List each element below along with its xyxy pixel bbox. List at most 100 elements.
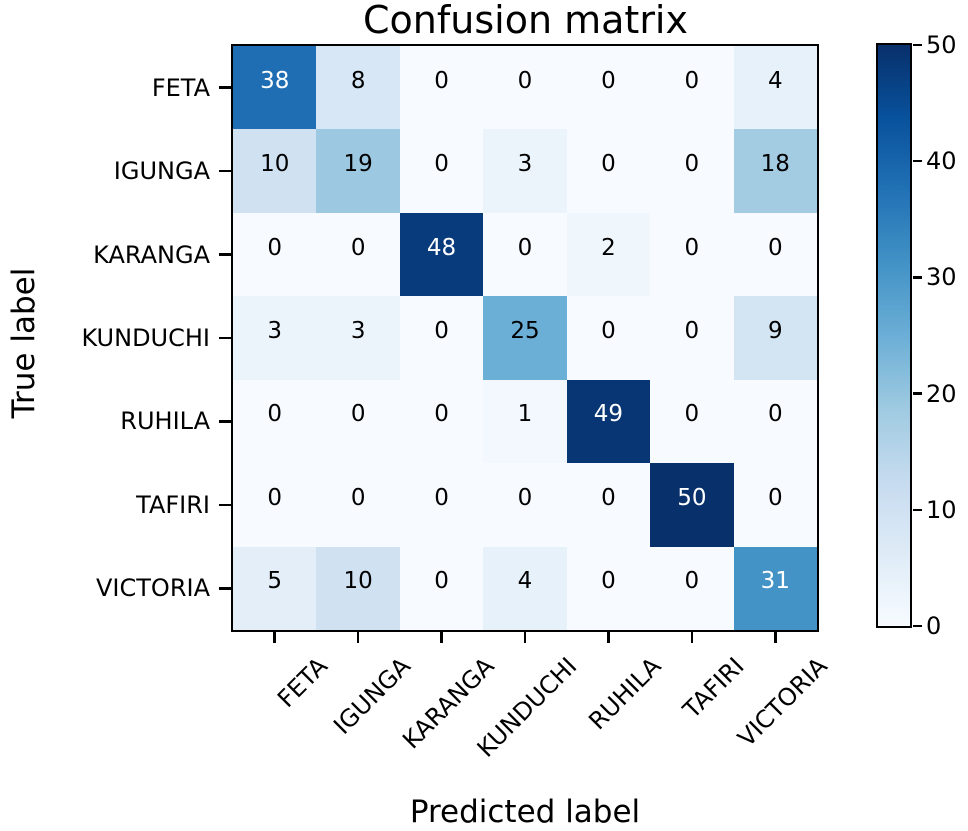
colorbar-tick-mark	[913, 276, 922, 279]
heatmap-cell: 0	[650, 129, 734, 213]
colorbar-tick-label: 20	[926, 379, 957, 408]
y-tick-mark	[219, 420, 231, 423]
heatmap-cell: 0	[733, 379, 817, 464]
cell-value: 0	[601, 317, 616, 344]
heatmap-cell: 0	[399, 546, 484, 630]
heatmap-cell: 4	[483, 546, 567, 630]
cell-value: 10	[260, 151, 290, 178]
colorbar-tick-label: 50	[926, 31, 957, 59]
cell-value: 0	[434, 151, 449, 178]
cell-value: 0	[767, 484, 783, 511]
x-tick-label: VICTORIA	[732, 652, 834, 753]
cell-value: 0	[350, 234, 366, 261]
colorbar-tick-mark	[913, 43, 922, 47]
heatmap-cell: 0	[316, 463, 400, 547]
x-axis-label: Predicted label	[409, 794, 641, 830]
cell-value: 0	[517, 484, 533, 511]
heatmap-cell: 0	[399, 129, 484, 213]
heatmap-cell: 4	[733, 46, 817, 130]
y-tick-label: IGUNGA	[113, 157, 210, 186]
heatmap-cell: 38	[233, 46, 317, 130]
x-tick-label: IGUNGA	[328, 652, 416, 740]
y-tick-mark	[219, 253, 231, 256]
heatmap-cell: 0	[233, 212, 317, 297]
cell-value: 1	[517, 401, 533, 428]
y-tick-mark	[219, 86, 231, 89]
cell-value: 0	[434, 401, 449, 428]
cell-value: 49	[593, 401, 624, 428]
heatmap-cell: 0	[483, 463, 567, 547]
cell-value: 0	[350, 484, 366, 511]
x-tick-mark	[523, 630, 527, 643]
heatmap-cell: 0	[483, 212, 567, 297]
cell-value: 0	[684, 317, 700, 344]
y-tick-label: VICTORIA	[96, 574, 210, 603]
y-tick-mark	[219, 587, 231, 590]
heatmap-cell: 2	[566, 212, 651, 297]
cell-value: 2	[601, 234, 616, 261]
cell-value: 0	[684, 401, 700, 428]
heatmap-cell: 9	[733, 296, 817, 380]
cell-value: 8	[350, 67, 366, 94]
heatmap-cell: 0	[650, 379, 734, 464]
x-tick-mark	[273, 630, 276, 643]
heatmap-cell: 0	[233, 463, 317, 547]
heatmap-cell: 25	[483, 296, 567, 380]
cell-value: 19	[343, 151, 373, 178]
x-tick-label: RUHILA	[582, 652, 667, 736]
heatmap-cell: 3	[233, 296, 317, 380]
cell-value: 0	[684, 234, 700, 261]
y-tick-label: KARANGA	[93, 240, 210, 269]
heatmap-cell: 0	[399, 46, 484, 130]
x-tick-mark	[607, 630, 610, 643]
colorbar-tick-mark	[913, 392, 922, 395]
heatmap-cell: 3	[316, 296, 400, 380]
cell-value: 0	[684, 151, 700, 178]
heatmap-cell: 10	[233, 129, 317, 213]
cell-value: 0	[434, 317, 449, 344]
heatmap-cell: 0	[650, 296, 734, 380]
cell-value: 25	[510, 317, 540, 344]
cell-value: 3	[350, 317, 366, 344]
colorbar-tick-mark	[913, 624, 922, 628]
chart-title: Confusion matrix	[363, 0, 688, 42]
cell-value: 0	[434, 67, 449, 94]
cell-value: 0	[684, 568, 700, 595]
heatmap-cell: 49	[566, 379, 651, 464]
heatmap-cell: 0	[566, 129, 651, 213]
heatmap-cell: 3	[483, 129, 567, 213]
cell-value: 18	[760, 151, 790, 178]
cell-value: 4	[767, 67, 783, 94]
cell-value: 0	[684, 67, 700, 94]
cell-value: 5	[267, 568, 283, 595]
heatmap-cell: 0	[566, 46, 651, 130]
heatmap-cell: 0	[399, 296, 484, 380]
y-tick-label: KUNDUCHI	[81, 324, 210, 352]
y-tick-mark	[219, 503, 231, 507]
heatmap-cell: 31	[733, 546, 817, 630]
cell-value: 31	[760, 568, 790, 595]
cell-value: 9	[767, 317, 783, 344]
colorbar-tick-label: 40	[926, 147, 957, 176]
cell-value: 0	[267, 401, 283, 428]
heatmap-cell: 0	[650, 546, 734, 630]
heatmap-cell: 0	[399, 379, 484, 464]
heatmap-cell: 50	[650, 463, 734, 547]
cell-value: 0	[267, 234, 283, 261]
y-tick-label: FETA	[151, 73, 210, 102]
heatmap-cell: 1	[483, 379, 567, 464]
heatmap-cell: 19	[316, 129, 400, 213]
heatmap-cell: 10	[316, 546, 400, 630]
cell-value: 0	[601, 67, 616, 94]
x-tick-mark	[356, 630, 360, 643]
cell-value: 3	[267, 317, 283, 344]
heatmap-cell: 5	[233, 546, 317, 630]
cell-value: 0	[267, 484, 283, 511]
heatmap-cell: 0	[316, 212, 400, 297]
cell-value: 0	[434, 568, 449, 595]
cell-value: 4	[517, 568, 533, 595]
cell-value: 38	[260, 67, 290, 94]
heatmap-grid: 38 8 0 0 0 0 4 10 19 0 3 0 0 18 0 0 48 0 2 0 0 3 3 0 25 0 0 9 0 0 0 1 49…	[231, 44, 819, 632]
cell-value: 3	[517, 151, 533, 178]
